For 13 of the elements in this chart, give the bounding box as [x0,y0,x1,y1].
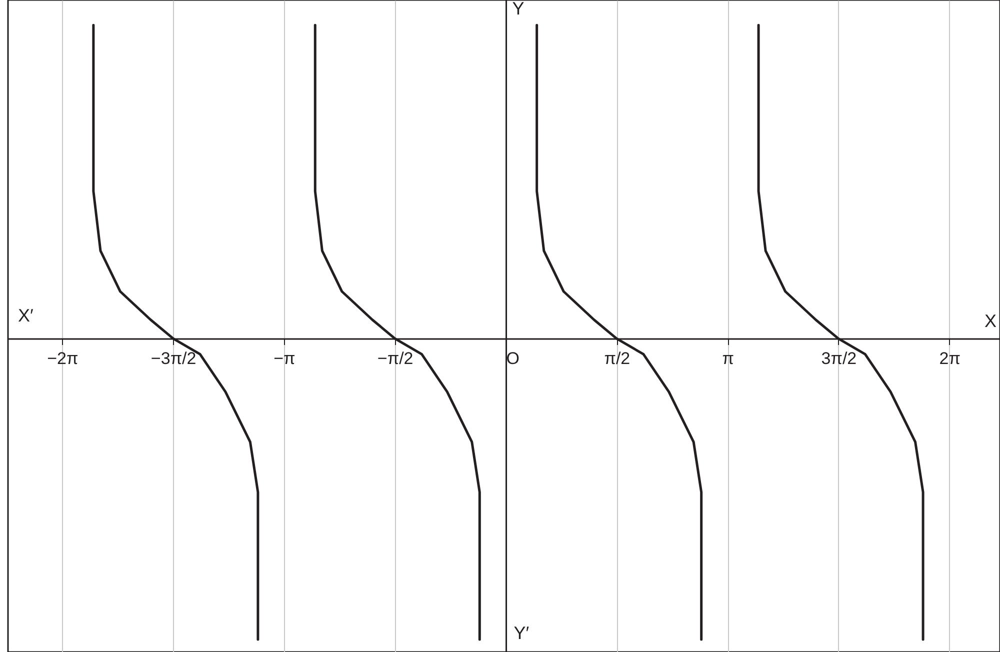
x-tick-label: 3π/2 [821,349,857,368]
annotation: X′ [18,306,34,326]
x-tick-label: −π [274,349,296,368]
x-tick-label: 2π [939,349,960,368]
x-axis-title: X [984,311,996,332]
x-tick-label: O [506,349,520,368]
x-tick-label: π/2 [604,349,630,368]
x-tick-label: −π/2 [377,349,414,368]
x-tick-label: π [722,349,734,368]
x-tick-label: −2π [47,349,78,368]
y-axis-title: Y [512,0,524,18]
x-tick-label: −3π/2 [150,349,196,368]
annotation: Y′ [514,623,530,643]
